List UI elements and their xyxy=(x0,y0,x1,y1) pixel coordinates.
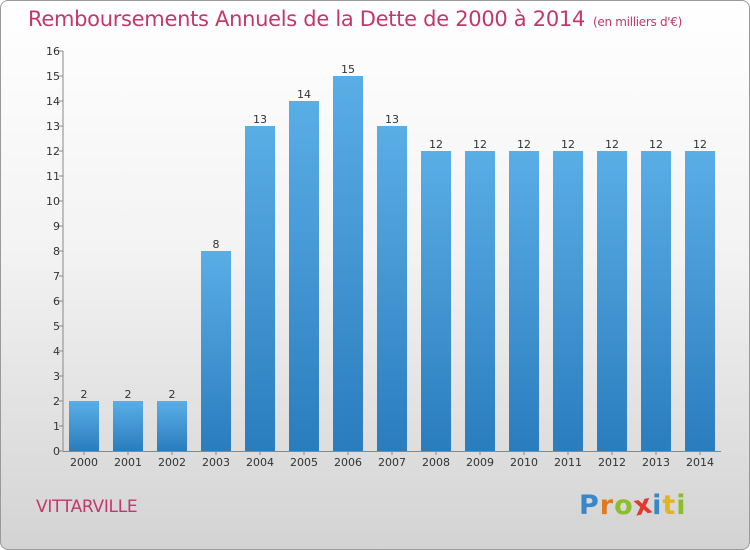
y-tick-label: 5 xyxy=(53,320,60,333)
logo-letter: t xyxy=(662,490,677,521)
proxiti-logo: Proxiti xyxy=(579,488,687,522)
y-tick-label: 13 xyxy=(46,120,60,133)
bar xyxy=(465,151,495,451)
bar xyxy=(113,401,143,451)
x-tick-label: 2009 xyxy=(466,456,494,469)
data-label: 14 xyxy=(297,88,311,101)
x-tick-label: 2005 xyxy=(290,456,318,469)
y-tick-label: 12 xyxy=(46,145,60,158)
bar xyxy=(597,151,627,451)
data-label: 12 xyxy=(693,138,707,151)
logo-letter: r xyxy=(599,490,615,521)
x-tick-label: 2014 xyxy=(686,456,714,469)
chart-title-text: Remboursements Annuels de la Dette de 20… xyxy=(28,7,585,31)
y-tick-label: 15 xyxy=(46,70,60,83)
bar xyxy=(201,251,231,451)
y-tick-label: 4 xyxy=(53,345,60,358)
x-tick-label: 2006 xyxy=(334,456,362,469)
x-tick-label: 2007 xyxy=(378,456,406,469)
x-tick-label: 2012 xyxy=(598,456,626,469)
city-name: VITTARVILLE xyxy=(36,497,138,517)
x-tick-label: 2011 xyxy=(554,456,582,469)
chart-labels: 2000 2 2001 2 2002 2 2003 8 2004 13 2005 14 2006 15 20… xyxy=(70,63,714,469)
y-tick-label: 1 xyxy=(53,420,60,433)
x-tick-label: 2002 xyxy=(158,456,186,469)
x-tick-label: 2001 xyxy=(114,456,142,469)
x-tick-label: 2004 xyxy=(246,456,274,469)
y-tick-label: 10 xyxy=(46,195,60,208)
bar xyxy=(69,401,99,451)
bar xyxy=(685,151,715,451)
y-tick-label: 11 xyxy=(46,170,60,183)
data-label: 13 xyxy=(385,113,399,126)
y-tick-label: 8 xyxy=(53,245,60,258)
x-tick-label: 2000 xyxy=(70,456,98,469)
bar xyxy=(421,151,451,451)
data-label: 2 xyxy=(125,388,132,401)
logo-letter: i xyxy=(676,490,687,521)
data-label: 15 xyxy=(341,63,355,76)
x-tick-label: 2003 xyxy=(202,456,230,469)
x-tick-label: 2010 xyxy=(510,456,538,469)
data-label: 13 xyxy=(253,113,267,126)
y-tick-label: 2 xyxy=(53,395,60,408)
data-label: 8 xyxy=(213,238,220,251)
bar xyxy=(641,151,671,451)
bar xyxy=(333,76,363,451)
chart-subtitle: (en milliers d'€) xyxy=(593,15,683,29)
y-tick-label: 16 xyxy=(46,45,60,58)
logo-letter: i xyxy=(652,490,663,521)
logo-letter: P xyxy=(579,490,600,521)
y-tick-label: 6 xyxy=(53,295,60,308)
logo-letter: o xyxy=(614,490,634,521)
bar xyxy=(289,101,319,451)
y-tick-label: 9 xyxy=(53,220,60,233)
data-label: 12 xyxy=(649,138,663,151)
chart-bars xyxy=(69,76,715,451)
y-tick-label: 14 xyxy=(46,95,60,108)
bar xyxy=(553,151,583,451)
data-label: 12 xyxy=(561,138,575,151)
data-label: 12 xyxy=(429,138,443,151)
x-tick-label: 2013 xyxy=(642,456,670,469)
data-label: 2 xyxy=(169,388,176,401)
bar xyxy=(377,126,407,451)
chart-title: Remboursements Annuels de la Dette de 20… xyxy=(28,7,682,31)
y-tick-label: 7 xyxy=(53,270,60,283)
bar xyxy=(157,401,187,451)
data-label: 2 xyxy=(81,388,88,401)
data-label: 12 xyxy=(605,138,619,151)
x-tick-label: 2008 xyxy=(422,456,450,469)
y-tick-label: 0 xyxy=(53,445,60,458)
data-label: 12 xyxy=(473,138,487,151)
bar xyxy=(509,151,539,451)
y-tick-label: 3 xyxy=(53,370,60,383)
bar xyxy=(245,126,275,451)
data-label: 12 xyxy=(517,138,531,151)
